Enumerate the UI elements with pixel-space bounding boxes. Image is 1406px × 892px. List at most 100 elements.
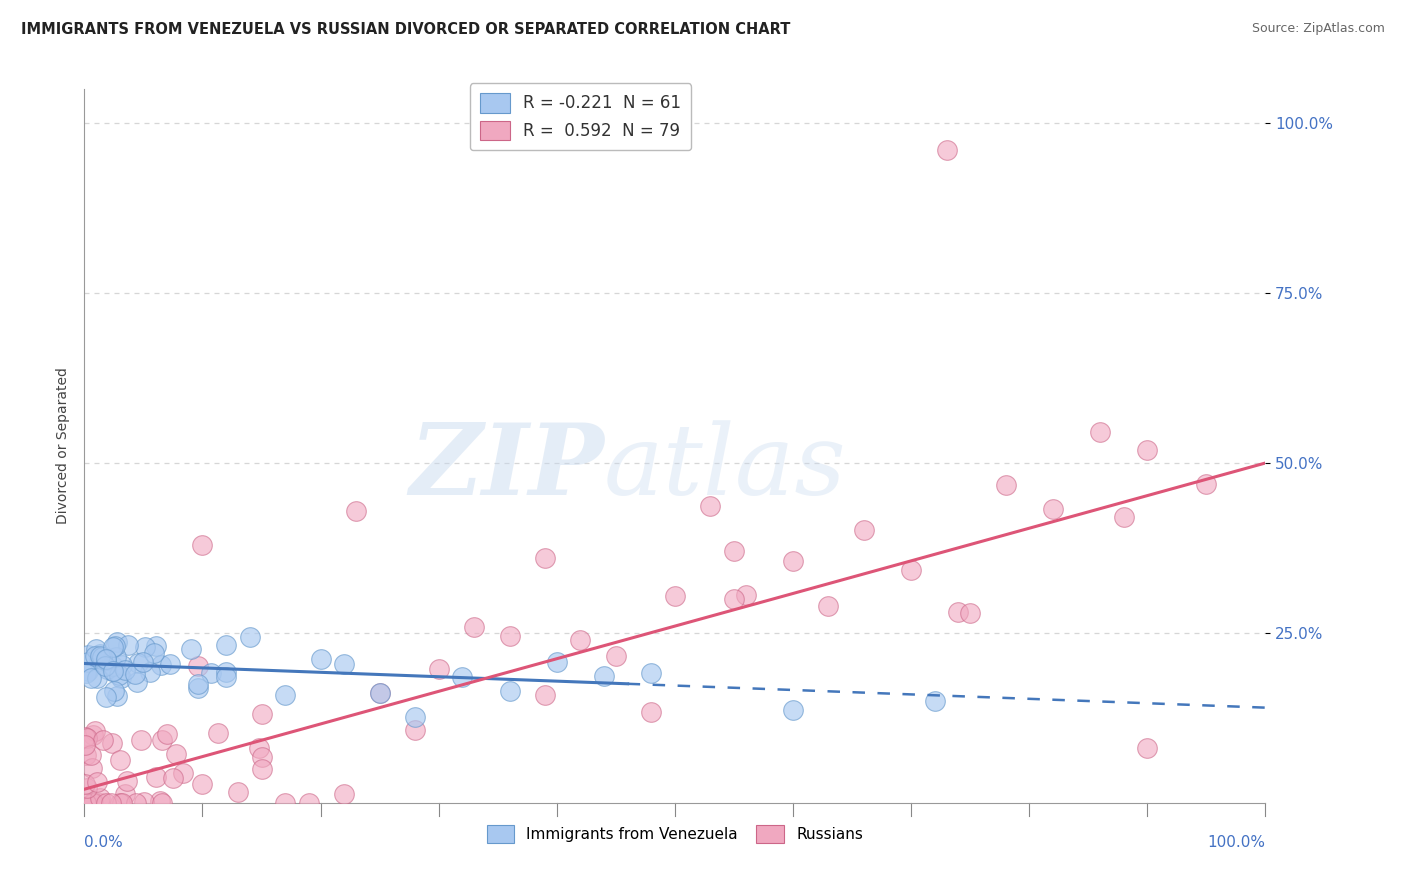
Point [817, 599, 839, 613]
Point [75, 777, 97, 791]
Point [101, 640, 124, 654]
Point [89, 647, 111, 661]
Point [125, 674, 148, 689]
Point [1136, 741, 1159, 756]
Point [156, 727, 179, 741]
Point [852, 523, 875, 537]
Point [96, 690, 118, 705]
Point [247, 740, 270, 755]
Point [89, 649, 111, 664]
Point [150, 732, 173, 747]
Point [546, 655, 568, 669]
Point [723, 591, 745, 606]
Point [104, 639, 127, 653]
Point [89, 796, 111, 810]
Point [948, 606, 970, 620]
Point [207, 726, 229, 740]
Point [105, 635, 128, 649]
Point [83, 723, 105, 738]
Point [215, 670, 238, 684]
Point [274, 688, 297, 702]
Point [80, 671, 103, 685]
Point [734, 588, 756, 602]
Point [159, 657, 181, 671]
Point [76, 781, 98, 796]
Point [145, 770, 167, 784]
Point [96, 651, 118, 665]
Point [149, 794, 172, 808]
Point [274, 796, 297, 810]
Point [103, 684, 125, 698]
Point [96, 662, 118, 676]
Point [333, 657, 356, 671]
Point [82, 728, 104, 742]
Point [215, 665, 238, 679]
Point [124, 667, 146, 681]
Point [187, 676, 209, 690]
Point [108, 668, 131, 682]
Point [782, 554, 804, 568]
Text: 0.0%: 0.0% [84, 835, 124, 850]
Y-axis label: Divorced or Separated: Divorced or Separated [56, 368, 70, 524]
Point [73, 730, 96, 744]
Point [664, 589, 686, 603]
Point [463, 620, 485, 634]
Point [111, 658, 134, 673]
Point [250, 762, 273, 776]
Point [111, 796, 134, 810]
Point [994, 478, 1017, 492]
Point [76, 731, 98, 746]
Point [959, 606, 981, 620]
Point [139, 665, 162, 680]
Point [451, 669, 474, 683]
Text: 100.0%: 100.0% [1208, 835, 1265, 850]
Point [77, 665, 100, 679]
Point [782, 703, 804, 717]
Point [114, 787, 136, 801]
Point [117, 638, 139, 652]
Point [82, 796, 104, 810]
Point [1195, 477, 1218, 491]
Point [108, 753, 131, 767]
Point [91, 649, 114, 664]
Point [129, 733, 152, 747]
Point [1088, 425, 1111, 440]
Point [105, 689, 128, 703]
Point [333, 787, 356, 801]
Point [344, 503, 367, 517]
Point [935, 144, 957, 158]
Point [1112, 510, 1135, 524]
Point [569, 632, 592, 647]
Point [101, 736, 124, 750]
Point [239, 630, 262, 644]
Point [404, 723, 426, 737]
Point [127, 657, 149, 671]
Text: Source: ZipAtlas.com: Source: ZipAtlas.com [1251, 22, 1385, 36]
Point [100, 796, 122, 810]
Point [134, 796, 156, 810]
Point [200, 666, 222, 681]
Point [250, 750, 273, 764]
Point [605, 648, 627, 663]
Point [77, 648, 100, 663]
Point [723, 544, 745, 558]
Point [150, 796, 173, 810]
Point [132, 655, 155, 669]
Point [89, 790, 111, 805]
Point [84, 648, 107, 663]
Point [94, 796, 117, 810]
Point [215, 639, 238, 653]
Point [368, 686, 391, 700]
Point [150, 658, 173, 673]
Point [191, 537, 214, 551]
Point [134, 640, 156, 654]
Point [82, 796, 104, 810]
Point [250, 706, 273, 721]
Point [86, 775, 108, 789]
Point [498, 683, 520, 698]
Point [593, 669, 616, 683]
Point [80, 761, 103, 775]
Point [110, 796, 132, 810]
Point [368, 686, 391, 700]
Point [226, 785, 249, 799]
